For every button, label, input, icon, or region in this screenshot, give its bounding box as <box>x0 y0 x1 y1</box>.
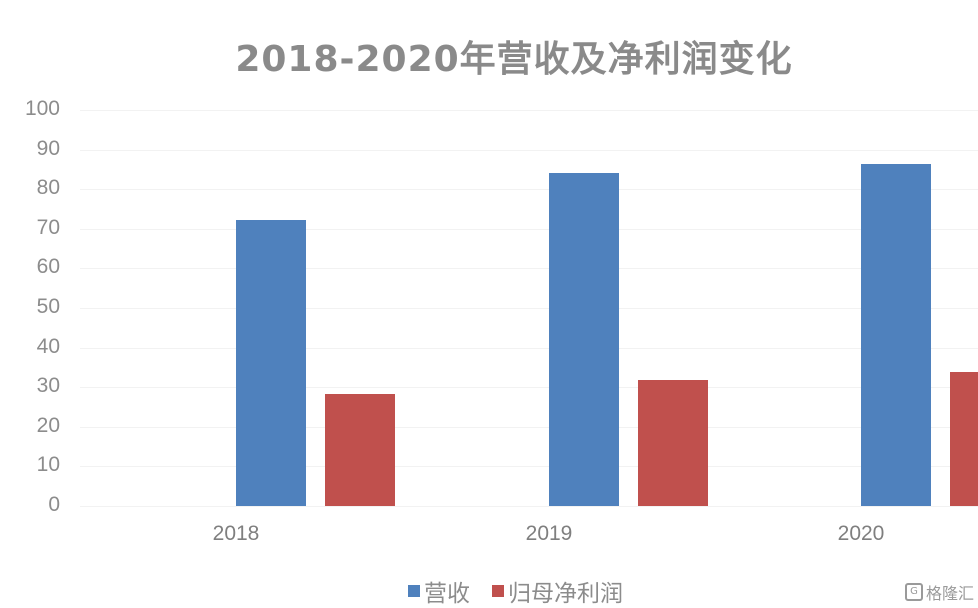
gridline <box>80 506 978 507</box>
gridline <box>80 110 978 111</box>
y-tick-label: 100 <box>24 97 60 120</box>
legend-item-revenue: 营收 <box>408 574 470 608</box>
legend-swatch-revenue <box>408 585 420 597</box>
bar-net-profit-2018 <box>325 393 395 506</box>
y-tick-label: 70 <box>36 215 60 239</box>
gridline <box>80 228 978 230</box>
legend-item-net-profit: 归母净利润 <box>492 574 623 608</box>
gridline <box>80 268 978 270</box>
bar-revenue-2020 <box>861 163 931 506</box>
y-tick-label: 50 <box>36 295 60 318</box>
gridline <box>80 308 978 309</box>
watermark-text: 格隆汇 <box>925 584 974 603</box>
y-tick-label: 10 <box>36 453 60 477</box>
gridline <box>80 387 978 389</box>
gridline <box>80 189 978 191</box>
legend-label-net-profit: 归母净利润 <box>508 581 623 607</box>
gridline <box>80 426 978 428</box>
legend: 营收 归母净利润 <box>408 574 645 608</box>
x-tick-label: 2018 <box>212 522 260 545</box>
gridline <box>80 466 978 468</box>
legend-swatch-net-profit <box>492 585 504 597</box>
y-tick-label: 0 <box>48 493 60 516</box>
legend-label-revenue: 营收 <box>424 581 470 607</box>
bar-net-profit-2019 <box>638 380 708 506</box>
x-tick-label: 2019 <box>525 522 573 545</box>
y-tick-label: 80 <box>36 176 60 200</box>
y-tick-label: 40 <box>36 334 60 358</box>
bar-revenue-2019 <box>549 172 619 506</box>
plot-area <box>80 110 978 507</box>
y-tick-label: 60 <box>36 255 60 279</box>
gridline <box>80 347 978 349</box>
gridline <box>80 149 978 151</box>
bar-revenue-2018 <box>236 220 306 506</box>
watermark: G 格隆汇 <box>904 580 974 604</box>
bar-net-profit-2020 <box>950 372 978 506</box>
y-tick-label: 20 <box>36 413 60 437</box>
y-tick-label: 30 <box>36 374 60 398</box>
watermark-logo-icon: G <box>904 583 923 601</box>
x-tick-label: 2020 <box>837 522 885 545</box>
y-tick-label: 90 <box>36 136 60 160</box>
chart-title: 2018-2020年营收及净利润变化 <box>235 39 793 80</box>
